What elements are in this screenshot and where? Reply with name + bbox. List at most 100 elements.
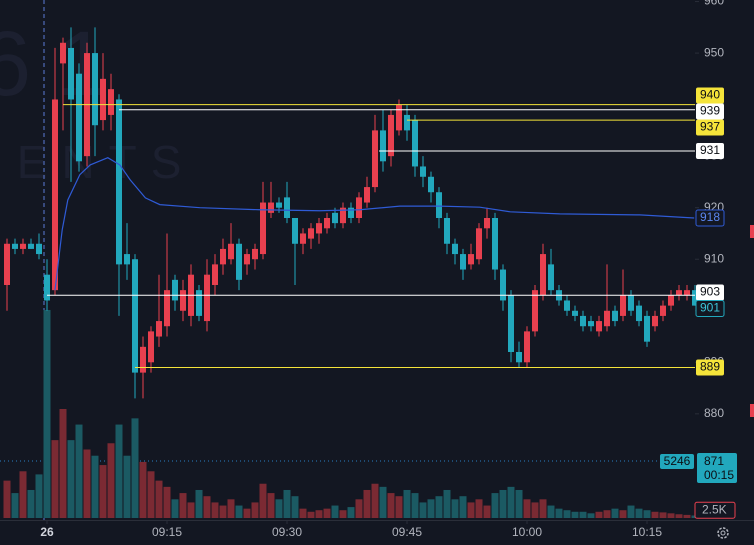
candle-body (116, 99, 122, 265)
candle-body (596, 321, 602, 332)
candle-body (292, 217, 298, 244)
x-tick-label: 10:00 (512, 525, 542, 539)
price-label: 903 (700, 285, 720, 299)
candle-body (156, 321, 162, 337)
volume-bar (75, 424, 83, 518)
volume-bar (203, 496, 211, 518)
x-tick-label: 26 (40, 525, 54, 539)
candle-body (676, 290, 682, 296)
price-label: 940 (700, 88, 720, 102)
volume-bar (339, 510, 347, 518)
candle-body (236, 243, 242, 280)
candle-body (204, 274, 210, 322)
volume-bar (171, 499, 179, 518)
candle-body (364, 187, 370, 203)
candle-body (340, 207, 346, 224)
price-label: 889 (700, 360, 720, 374)
candle-body (260, 202, 266, 255)
candle-body (60, 42, 66, 64)
volume-bar (475, 499, 483, 518)
candle-body (476, 228, 482, 260)
candle-body (412, 120, 418, 167)
volume-layer (3, 309, 699, 518)
x-tick-label: 09:30 (272, 525, 302, 539)
candle-body (148, 331, 154, 363)
volume-bar (347, 507, 355, 518)
candle-body (572, 310, 578, 316)
volume-bar (259, 483, 267, 518)
volume-bar (491, 493, 499, 518)
candle-body (172, 279, 178, 301)
candle-body (516, 351, 522, 363)
volume-bar (579, 511, 587, 518)
candle-body (660, 305, 666, 316)
candle-body (196, 290, 202, 316)
volume-bar (235, 505, 243, 518)
candle-body (436, 192, 442, 218)
candle-body (428, 176, 434, 193)
candle-body (492, 217, 498, 270)
candle-body (76, 73, 82, 162)
candle-body (92, 53, 98, 126)
volume-bar (635, 508, 643, 518)
candle-body (268, 202, 274, 213)
candle-body (164, 290, 170, 327)
volume-bar (67, 440, 75, 518)
candle-body (452, 243, 458, 255)
overlay-layer (47, 104, 695, 368)
volume-bar (435, 496, 443, 518)
candle-body (444, 217, 450, 244)
volume-bar (675, 514, 683, 518)
candle-body (300, 233, 306, 244)
volume-bar (379, 486, 387, 518)
y-tick-label: 880 (704, 406, 724, 420)
volume-bar (483, 505, 491, 518)
candle-body (532, 290, 538, 332)
volume-bar (195, 489, 203, 518)
candle-body (404, 114, 410, 131)
volume-bar (467, 502, 475, 518)
price-label: 939 (700, 104, 720, 118)
candle-body (396, 104, 402, 131)
candle-body (628, 295, 634, 311)
candle-body (540, 254, 546, 296)
volume-bar (139, 461, 147, 518)
candle-body (44, 274, 50, 301)
gear-inner[interactable] (720, 530, 726, 536)
volume-bar (459, 496, 467, 518)
volume-bar (643, 510, 651, 518)
volume-bar (43, 309, 51, 518)
price-label: 931 (700, 143, 720, 157)
volume-bar (115, 424, 123, 518)
volume-bar (155, 480, 163, 518)
volume-bar (619, 510, 627, 518)
volume-bar (371, 483, 379, 518)
candle-body (244, 254, 250, 265)
x-tick-label: 10:15 (632, 525, 662, 539)
price-label-box (695, 299, 725, 317)
candle-body (28, 243, 34, 249)
volume-bar (83, 449, 91, 518)
volume-bar (323, 508, 331, 518)
volume-bar (307, 511, 315, 518)
candle-body (228, 243, 234, 260)
price-label-box (696, 143, 724, 160)
volume-bar (659, 512, 667, 518)
candle-body (372, 130, 378, 188)
volume-bar (131, 418, 139, 518)
price-label: 901 (700, 301, 720, 315)
settings-icon[interactable] (717, 527, 729, 539)
price-label: 937 (700, 120, 720, 134)
volume-bar (411, 493, 419, 518)
volume-bar (3, 480, 11, 518)
candle-body (548, 264, 554, 291)
volume-bar (11, 493, 19, 518)
volume-bar (427, 499, 435, 518)
volume-tick-label: 2.5K (702, 502, 727, 516)
gear-outer[interactable] (717, 527, 729, 539)
volume-bar (179, 493, 187, 518)
volume-bar (571, 511, 579, 518)
candle-body (508, 295, 514, 352)
candle-body (684, 290, 690, 296)
